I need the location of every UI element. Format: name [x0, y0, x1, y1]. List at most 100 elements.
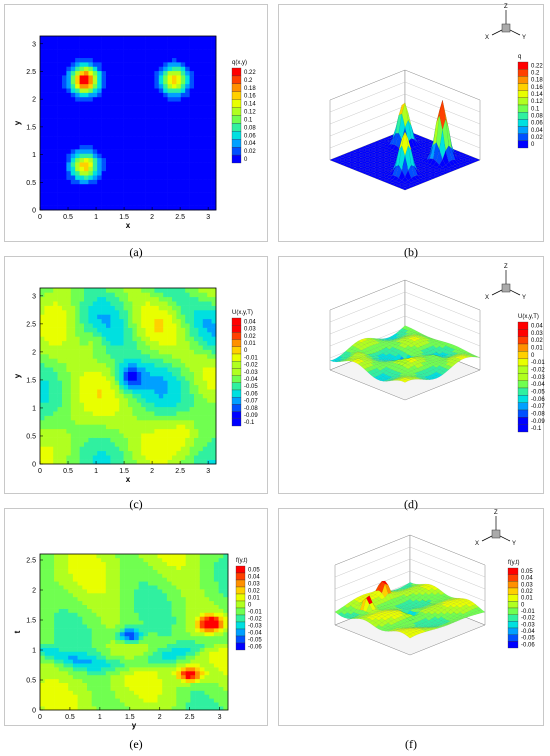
heat-cell-e [44, 620, 50, 625]
heat-cell-a [167, 75, 173, 80]
heat-cell-c [128, 446, 133, 452]
heat-cell-a [150, 92, 155, 98]
heat-cell-e [68, 674, 74, 680]
heat-cell-a [70, 179, 76, 185]
heat-cell-c [92, 367, 98, 372]
heat-cell-e [138, 554, 144, 559]
heat-cell-a [202, 149, 208, 154]
heat-cell-e [58, 639, 64, 644]
legend-swatch-c [231, 346, 242, 355]
heat-cell-c [141, 288, 146, 293]
heat-cell-e [54, 561, 60, 566]
heat-cell-a [202, 140, 208, 146]
heat-cell-e [157, 655, 163, 660]
heat-cell-a [194, 109, 199, 115]
heat-cell-c [136, 433, 142, 438]
heat-cell-a [132, 92, 138, 98]
heat-cell-a [176, 70, 182, 76]
heat-cell-c [97, 301, 102, 306]
heat-cell-e [63, 659, 69, 664]
heat-cell-c [150, 332, 155, 337]
heat-cell-c [101, 446, 107, 452]
heat-cell-c [62, 442, 67, 447]
heat-cell-a [62, 92, 67, 98]
heat-cell-e [176, 674, 182, 680]
heat-cell-e [124, 620, 130, 625]
heat-cell-c [40, 446, 45, 452]
heat-cell-c [141, 455, 146, 460]
heat-cell-c [97, 384, 102, 390]
heat-cell-c [145, 371, 151, 377]
heat-cell-c [79, 349, 85, 355]
heat-cell-c [163, 358, 168, 364]
heat-cell-c [198, 305, 204, 311]
heat-cell-c [136, 340, 142, 346]
heat-cell-e [96, 565, 102, 570]
heat-cell-e [54, 643, 60, 648]
heat-cell-e [110, 608, 116, 613]
heat-cell-e [138, 628, 144, 633]
heat-cell-a [92, 88, 98, 93]
legend-label-c: -0.06 [244, 391, 258, 397]
heat-cell-e [40, 604, 45, 609]
heat-cell-c [202, 424, 208, 430]
heat-cell-e [124, 663, 130, 668]
heat-cell-a [132, 179, 138, 185]
heat-cell-c [136, 323, 142, 328]
heat-cell-e [213, 655, 219, 660]
heat-cell-e [138, 655, 144, 660]
heat-cell-c [176, 455, 182, 460]
heat-cell-a [154, 79, 160, 85]
heat-cell-c [136, 358, 142, 364]
heat-cell-c [211, 384, 217, 390]
heat-cell-c [110, 332, 116, 337]
heat-cell-e [72, 647, 78, 652]
heat-cell-a [106, 49, 111, 54]
heat-cell-a [176, 157, 182, 163]
heat-cell-c [44, 301, 50, 306]
heat-cell-a [202, 118, 208, 124]
heat-cell-c [40, 336, 45, 342]
heat-cell-a [92, 183, 98, 189]
heat-cell-e [82, 647, 88, 652]
heat-cell-e [58, 674, 64, 680]
heat-cell-e [40, 620, 45, 625]
heat-cell-c [158, 345, 164, 350]
heat-cell-c [62, 310, 67, 315]
heat-cell-a [185, 183, 190, 189]
heat-cell-e [58, 628, 64, 633]
heat-cell-e [171, 632, 177, 637]
heat-cell-e [77, 581, 83, 586]
heat-cell-c [176, 406, 182, 412]
heat-cell-e [58, 577, 64, 582]
heat-cell-c [75, 424, 80, 430]
heat-cell-c [141, 332, 146, 337]
heat-cell-c [75, 336, 80, 342]
heat-cell-e [209, 698, 215, 703]
heat-cell-c [123, 301, 129, 306]
heat-cell-e [195, 667, 201, 672]
legend-swatch-e [235, 628, 246, 637]
heat-cell-a [40, 140, 45, 146]
heat-cell-a [53, 166, 58, 172]
heat-cell-c [123, 450, 129, 456]
heat-cell-c [141, 398, 146, 403]
heat-cell-e [49, 663, 55, 668]
heat-cell-c [110, 327, 116, 333]
heat-cell-c [92, 318, 98, 324]
heat-cell-c [211, 327, 217, 333]
heat-cell-e [82, 702, 88, 707]
heat-cell-a [185, 62, 190, 67]
heat-cell-c [207, 310, 212, 315]
heat-cell-a [88, 136, 94, 141]
heat-cell-c [119, 301, 124, 306]
heat-cell-e [181, 612, 186, 617]
heat-cell-e [171, 698, 177, 703]
heat-cell-e [138, 596, 144, 602]
heat-cell-e [190, 554, 196, 559]
heat-cell-e [82, 628, 88, 633]
heat-cell-e [181, 686, 186, 691]
heat-cell-a [172, 44, 177, 50]
heat-cell-c [211, 292, 217, 298]
heat-cell-c [154, 349, 160, 355]
